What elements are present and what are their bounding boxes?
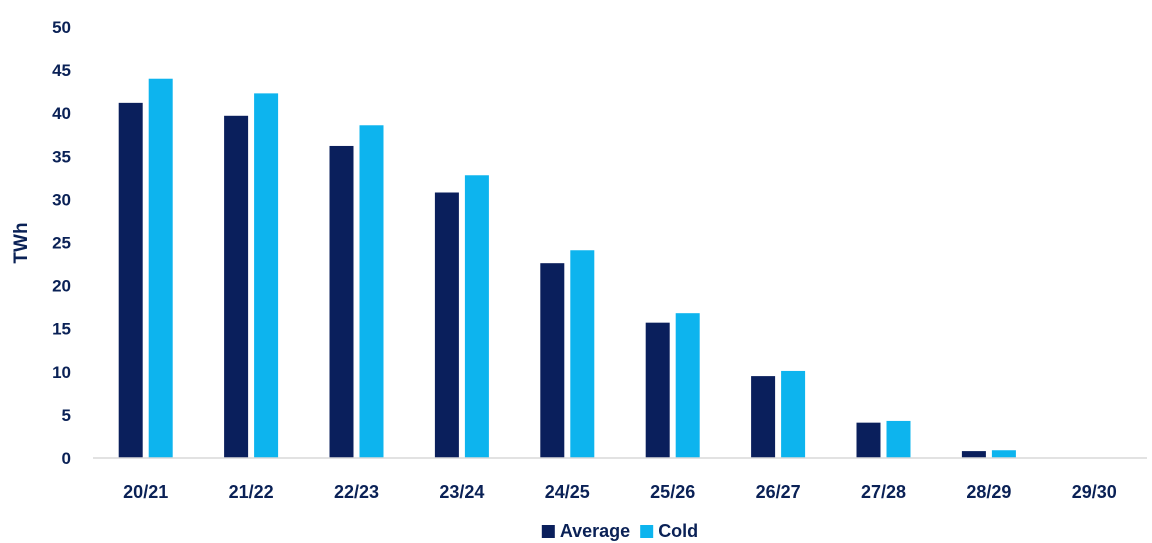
y-axis-ticks: 0 5 10 15 20 25 30 35 40 45 50 <box>52 18 71 468</box>
bar-cold-23-24 <box>464 175 489 458</box>
bar-cold-24-25 <box>570 250 595 458</box>
bar-cold-27-28 <box>886 420 911 458</box>
bar-average-24-25 <box>540 263 565 458</box>
y-tick-label: 40 <box>52 104 71 123</box>
bar-cold-25-26 <box>675 313 700 458</box>
bar-cold-26-27 <box>781 370 806 458</box>
legend-swatch <box>640 525 654 538</box>
x-tick-label: 29/30 <box>1072 482 1117 502</box>
x-tick-label: 28/29 <box>966 482 1011 502</box>
x-tick-label: 20/21 <box>123 482 168 502</box>
y-tick-label: 25 <box>52 234 71 253</box>
x-tick-label: 23/24 <box>439 482 484 502</box>
y-axis-label: TWh <box>11 222 32 263</box>
bar-average-21-22 <box>224 115 249 458</box>
x-tick-label: 22/23 <box>334 482 379 502</box>
bar-cold-28-29 <box>991 450 1016 458</box>
bar-average-20-21 <box>118 102 143 458</box>
legend-swatch <box>541 525 555 538</box>
x-tick-label: 26/27 <box>756 482 801 502</box>
y-tick-label: 30 <box>52 190 71 209</box>
bar-average-22-23 <box>329 145 354 458</box>
bar-average-28-29 <box>961 451 986 458</box>
x-tick-label: 25/26 <box>650 482 695 502</box>
y-tick-label: 35 <box>52 147 71 166</box>
legend-item-average: Average <box>541 521 630 541</box>
bar-cold-21-22 <box>254 93 279 459</box>
legend-label: Average <box>560 521 630 541</box>
y-tick-label: 45 <box>52 61 71 80</box>
bar-average-26-27 <box>751 376 776 458</box>
x-tick-label: 27/28 <box>861 482 906 502</box>
legend: Average Cold <box>541 521 698 541</box>
legend-item-cold: Cold <box>640 521 698 541</box>
y-tick-label: 5 <box>62 406 71 425</box>
bars <box>118 78 1016 459</box>
y-tick-label: 20 <box>52 277 71 296</box>
x-tick-label: 21/22 <box>229 482 274 502</box>
legend-label: Cold <box>658 521 698 541</box>
x-axis-ticks: 20/21 21/22 22/23 23/24 24/25 25/26 26/27 27/28… <box>123 482 1117 502</box>
y-tick-label: 50 <box>52 18 71 37</box>
y-tick-label: 10 <box>52 363 71 382</box>
bar-average-25-26 <box>645 322 670 458</box>
bar-cold-22-23 <box>359 125 384 458</box>
x-tick-label: 24/25 <box>545 482 590 502</box>
y-tick-label: 15 <box>52 320 71 339</box>
bar-average-23-24 <box>434 192 459 458</box>
bar-average-27-28 <box>856 422 881 458</box>
bar-cold-20-21 <box>148 78 173 458</box>
y-tick-label: 0 <box>62 449 71 468</box>
